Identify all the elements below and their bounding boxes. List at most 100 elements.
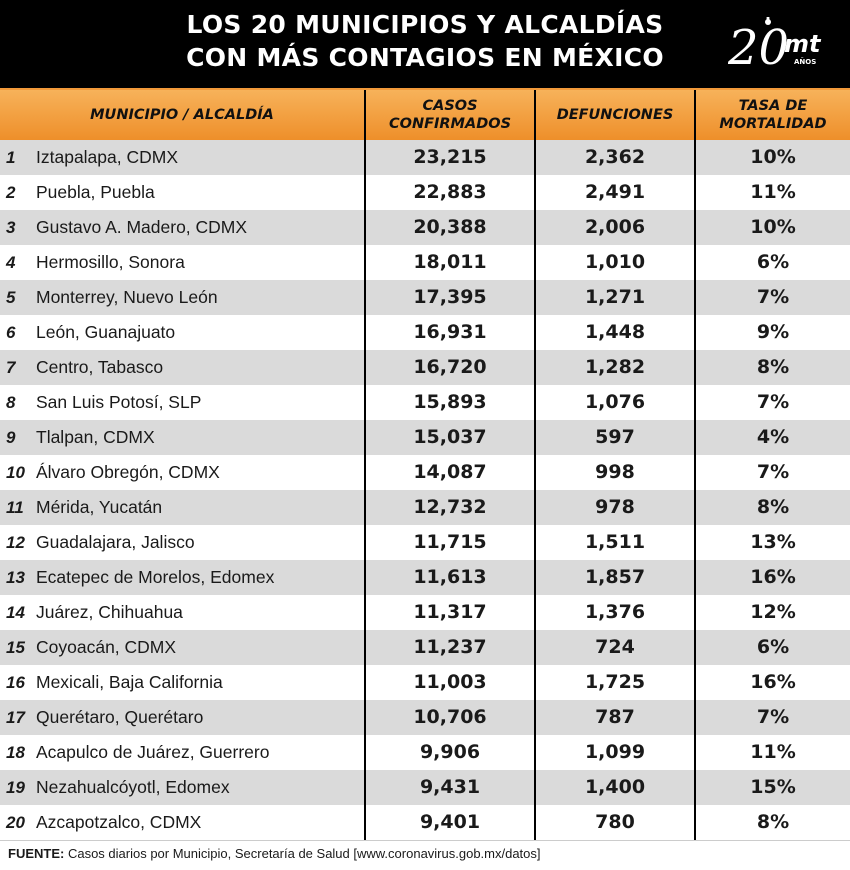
- row-casos: 10,706: [413, 706, 487, 728]
- row-municipio: Hermosillo, Sonora: [36, 252, 185, 272]
- row-defunciones: 597: [595, 426, 635, 448]
- row-rank: 4: [6, 253, 16, 272]
- row-defunciones: 1,376: [584, 601, 646, 623]
- row-casos: 16,931: [413, 321, 487, 343]
- row-casos: 17,395: [413, 286, 487, 308]
- row-tasa: 4%: [756, 426, 790, 448]
- row-municipio: Acapulco de Juárez, Guerrero: [36, 742, 270, 762]
- title-line-2: CON MÁS CONTAGIOS EN MÉXICO: [186, 43, 664, 72]
- row-casos: 22,883: [413, 181, 487, 203]
- row-municipio: Tlalpan, CDMX: [36, 427, 155, 447]
- source-label: FUENTE:: [8, 846, 65, 861]
- table-row: 11 Mérida, Yucatán 12,732 978 8%: [0, 490, 850, 525]
- row-municipio: León, Guanajuato: [36, 322, 176, 342]
- row-rank: 10: [6, 463, 25, 482]
- row-tasa: 7%: [756, 286, 790, 308]
- row-casos: 11,613: [413, 566, 487, 588]
- column-header-tasa: TASA DE MORTALIDAD: [696, 90, 850, 140]
- header-divider: [0, 88, 850, 90]
- column-divider: [534, 90, 536, 840]
- row-rank: 14: [6, 603, 25, 622]
- row-municipio: Querétaro, Querétaro: [36, 707, 204, 727]
- row-municipio: Nezahualcóyotl, Edomex: [36, 777, 230, 797]
- table-row: 15 Coyoacán, CDMX 11,237 724 6%: [0, 630, 850, 665]
- row-municipio: Juárez, Chihuahua: [36, 602, 183, 622]
- row-rank: 20: [6, 813, 25, 832]
- row-rank: 19: [6, 778, 25, 797]
- row-municipio: Coyoacán, CDMX: [36, 637, 177, 657]
- row-rank: 8: [6, 393, 16, 412]
- row-casos: 11,715: [413, 531, 487, 553]
- row-tasa: 8%: [756, 496, 790, 518]
- row-tasa: 7%: [756, 461, 790, 483]
- row-defunciones: 1,857: [584, 566, 646, 588]
- table-row: 2 Puebla, Puebla 22,883 2,491 11%: [0, 175, 850, 210]
- row-rank: 17: [6, 708, 25, 727]
- table-row: 5 Monterrey, Nuevo León 17,395 1,271 7%: [0, 280, 850, 315]
- row-rank: 16: [6, 673, 25, 692]
- row-defunciones: 2,362: [584, 146, 646, 168]
- row-casos: 11,003: [413, 671, 487, 693]
- row-casos: 9,431: [419, 776, 481, 798]
- table-body: 1 Iztapalapa, CDMX 23,215 2,362 10% 2 Puebla, …: [0, 140, 850, 840]
- row-rank: 5: [6, 288, 16, 307]
- row-rank: 18: [6, 743, 25, 762]
- table-row: 9 Tlalpan, CDMX 15,037 597 4%: [0, 420, 850, 455]
- table-row: 7 Centro, Tabasco 16,720 1,282 8%: [0, 350, 850, 385]
- row-defunciones: 978: [595, 496, 635, 518]
- table-row: 8 San Luis Potosí, SLP 15,893 1,076 7%: [0, 385, 850, 420]
- logo-letters: mt: [784, 30, 822, 58]
- title-line-1: LOS 20 MUNICIPIOS Y ALCALDÍAS: [186, 10, 664, 39]
- row-defunciones: 724: [595, 636, 635, 658]
- row-casos: 9,401: [419, 811, 481, 833]
- table-row: 1 Iztapalapa, CDMX 23,215 2,362 10%: [0, 140, 850, 175]
- row-casos: 15,893: [413, 391, 487, 413]
- row-defunciones: 1,282: [584, 356, 646, 378]
- table-row: 10 Álvaro Obregón, CDMX 14,087 998 7%: [0, 455, 850, 490]
- column-header-municipio: MUNICIPIO / ALCALDÍA: [0, 90, 364, 140]
- source-text: Casos diarios por Municipio, Secretaría …: [64, 846, 541, 861]
- row-rank: 9: [6, 428, 16, 447]
- row-municipio: Gustavo A. Madero, CDMX: [36, 217, 248, 237]
- table-row: 16 Mexicali, Baja California 11,003 1,725 16…: [0, 665, 850, 700]
- row-casos: 12,732: [413, 496, 487, 518]
- row-rank: 6: [6, 323, 16, 342]
- row-tasa: 13%: [750, 531, 796, 553]
- row-tasa: 16%: [750, 566, 796, 588]
- row-tasa: 6%: [756, 251, 790, 273]
- row-municipio: Centro, Tabasco: [36, 357, 164, 377]
- row-defunciones: 2,006: [584, 216, 646, 238]
- row-tasa: 7%: [756, 391, 790, 413]
- row-casos: 9,906: [419, 741, 481, 763]
- row-tasa: 15%: [750, 776, 796, 798]
- row-municipio: Iztapalapa, CDMX: [36, 147, 179, 167]
- row-tasa: 11%: [750, 741, 796, 763]
- row-tasa: 11%: [750, 181, 796, 203]
- row-municipio: Guadalajara, Jalisco: [36, 532, 195, 552]
- column-header-casos: CASOS CONFIRMADOS: [366, 90, 534, 140]
- row-defunciones: 1,076: [584, 391, 646, 413]
- row-defunciones: 780: [595, 811, 635, 833]
- row-rank: 1: [6, 148, 16, 167]
- row-defunciones: 1,099: [584, 741, 646, 763]
- row-rank: 2: [6, 183, 16, 202]
- row-tasa: 9%: [756, 321, 790, 343]
- row-municipio: Monterrey, Nuevo León: [36, 287, 218, 307]
- row-casos: 16,720: [413, 356, 487, 378]
- table-row: 3 Gustavo A. Madero, CDMX 20,388 2,006 10%: [0, 210, 850, 245]
- row-casos: 20,388: [413, 216, 487, 238]
- row-tasa: 8%: [756, 811, 790, 833]
- row-municipio: Mexicali, Baja California: [36, 672, 223, 692]
- row-casos: 11,317: [413, 601, 487, 623]
- row-tasa: 8%: [756, 356, 790, 378]
- row-rank: 11: [6, 498, 24, 517]
- column-header-defunciones: DEFUNCIONES: [536, 90, 694, 140]
- row-tasa: 7%: [756, 706, 790, 728]
- row-municipio: Álvaro Obregón, CDMX: [36, 462, 220, 482]
- row-tasa: 10%: [750, 146, 796, 168]
- table-row: 14 Juárez, Chihuahua 11,317 1,376 12%: [0, 595, 850, 630]
- row-defunciones: 1,010: [584, 251, 646, 273]
- row-defunciones: 1,448: [584, 321, 646, 343]
- row-defunciones: 2,491: [584, 181, 646, 203]
- table-row: 12 Guadalajara, Jalisco 11,715 1,511 13%: [0, 525, 850, 560]
